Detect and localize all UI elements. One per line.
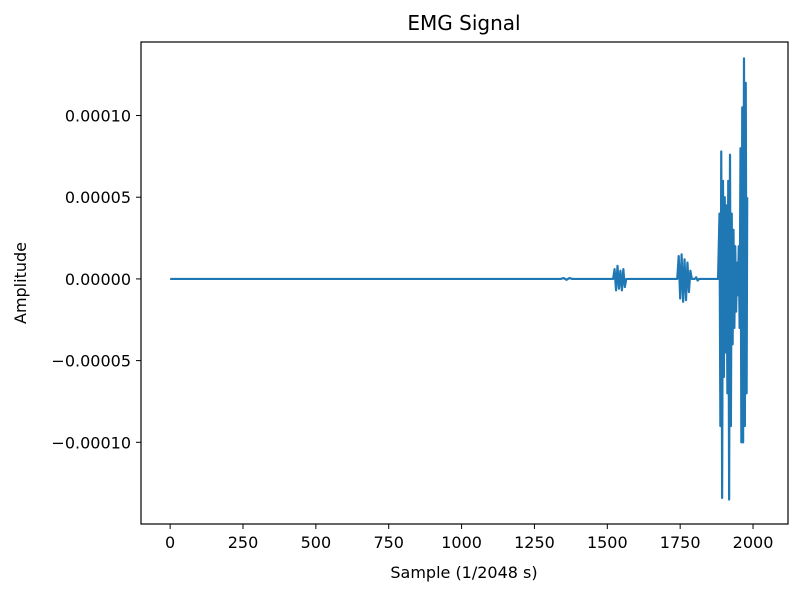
x-axis-ticks: 0 250 500 750 1000 1250 1500 1750 2000 — [165, 524, 773, 552]
plot-frame — [140, 41, 789, 525]
y-tick-label: 0.00000 — [65, 270, 131, 289]
x-tick-label: 1500 — [587, 533, 628, 552]
y-axis-ticks: −0.00010 −0.00005 0.00000 0.00005 0.00010 — [51, 107, 141, 452]
y-tick-label: 0.00010 — [65, 107, 131, 126]
x-tick-label: 2000 — [733, 533, 774, 552]
x-tick-label: 1000 — [441, 533, 482, 552]
y-tick-label: −0.00005 — [51, 352, 131, 371]
x-axis-label: Sample (1/2048 s) — [390, 563, 537, 582]
x-tick-label: 500 — [301, 533, 332, 552]
y-tick-label: −0.00010 — [51, 433, 131, 452]
chart-title: EMG Signal — [407, 11, 520, 35]
y-tick-label: 0.00005 — [65, 188, 131, 207]
x-tick-label: 0 — [165, 533, 175, 552]
x-tick-label: 1250 — [514, 533, 555, 552]
signal-line — [170, 57, 749, 501]
x-tick-label: 1750 — [660, 533, 701, 552]
y-axis-label: Amplitude — [11, 242, 30, 324]
plot-area — [170, 57, 749, 501]
x-tick-label: 750 — [373, 533, 404, 552]
x-tick-label: 250 — [228, 533, 259, 552]
